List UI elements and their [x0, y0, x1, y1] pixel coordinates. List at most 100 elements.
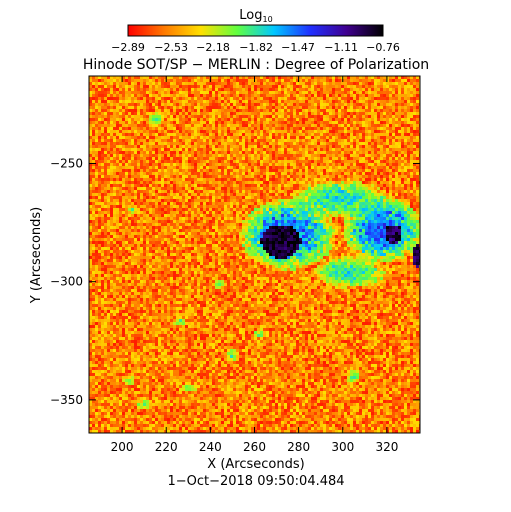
heatmap-cell — [347, 181, 350, 184]
heatmap-cell — [293, 145, 296, 148]
heatmap-cell — [341, 130, 344, 133]
heatmap-cell — [308, 115, 311, 118]
heatmap-cell — [332, 82, 335, 85]
heatmap-cell — [401, 109, 404, 112]
heatmap-cell — [260, 97, 263, 100]
heatmap-cell — [215, 163, 218, 166]
heatmap-cell — [209, 130, 212, 133]
heatmap-cell — [299, 175, 302, 178]
heatmap-cell — [152, 151, 155, 154]
heatmap-cell — [167, 82, 170, 85]
heatmap-cell — [149, 133, 152, 136]
heatmap-cell — [92, 181, 95, 184]
heatmap-cell — [107, 199, 110, 202]
heatmap-cell — [182, 151, 185, 154]
heatmap-cell — [182, 133, 185, 136]
heatmap-cell — [350, 133, 353, 136]
heatmap-cell — [275, 106, 278, 109]
heatmap-cell — [113, 91, 116, 94]
heatmap-cell — [125, 79, 128, 82]
heatmap-cell — [326, 118, 329, 121]
heatmap-cell — [332, 151, 335, 154]
heatmap-cell — [188, 157, 191, 160]
heatmap-cell — [236, 139, 239, 142]
heatmap-cell — [398, 202, 401, 205]
heatmap-cell — [293, 160, 296, 163]
heatmap-cell — [389, 148, 392, 151]
heatmap-cell — [221, 142, 224, 145]
heatmap-cell — [380, 169, 383, 172]
heatmap-cell — [365, 142, 368, 145]
heatmap-cell — [281, 100, 284, 103]
heatmap-cell — [224, 151, 227, 154]
heatmap-cell — [395, 106, 398, 109]
heatmap-cell — [89, 196, 92, 199]
heatmap-cell — [290, 79, 293, 82]
heatmap-cell — [269, 76, 272, 79]
heatmap-cell — [392, 97, 395, 100]
heatmap-cell — [122, 112, 125, 115]
heatmap-cell — [344, 202, 347, 205]
heatmap-cell — [290, 97, 293, 100]
heatmap-cell — [119, 148, 122, 151]
heatmap-cell — [155, 157, 158, 160]
heatmap-cell — [89, 199, 92, 202]
heatmap-cell — [197, 202, 200, 205]
heatmap-cell — [164, 196, 167, 199]
heatmap-cell — [302, 94, 305, 97]
heatmap-cell — [203, 142, 206, 145]
heatmap-cell — [239, 124, 242, 127]
heatmap-cell — [218, 100, 221, 103]
heatmap-cell — [335, 100, 338, 103]
heatmap-cell — [137, 166, 140, 169]
heatmap-cell — [401, 178, 404, 181]
heatmap-cell — [179, 88, 182, 91]
heatmap-cell — [335, 127, 338, 130]
heatmap-cell — [161, 79, 164, 82]
heatmap-cell — [362, 148, 365, 151]
heatmap-cell — [341, 136, 344, 139]
heatmap-cell — [302, 136, 305, 139]
heatmap-cell — [278, 193, 281, 196]
heatmap-cell — [107, 175, 110, 178]
heatmap-cell — [275, 154, 278, 157]
heatmap-cell — [338, 187, 341, 190]
heatmap-cell — [296, 154, 299, 157]
heatmap-cell — [101, 97, 104, 100]
heatmap-cell — [131, 88, 134, 91]
heatmap-cell — [203, 151, 206, 154]
heatmap-cell — [257, 163, 260, 166]
heatmap-cell — [209, 115, 212, 118]
heatmap-cell — [143, 127, 146, 130]
heatmap-cell — [191, 172, 194, 175]
heatmap-cell — [164, 103, 167, 106]
heatmap-cell — [170, 181, 173, 184]
heatmap-cell — [221, 97, 224, 100]
heatmap-cell — [407, 142, 410, 145]
heatmap-cell — [350, 136, 353, 139]
heatmap-cell — [161, 130, 164, 133]
heatmap-cell — [392, 172, 395, 175]
heatmap-cell — [269, 166, 272, 169]
heatmap-cell — [317, 202, 320, 205]
heatmap-cell — [401, 130, 404, 133]
heatmap-cell — [416, 76, 419, 79]
heatmap-cell — [305, 100, 308, 103]
heatmap-cell — [278, 190, 281, 193]
heatmap-cell — [344, 184, 347, 187]
heatmap-cell — [245, 148, 248, 151]
heatmap-cell — [290, 82, 293, 85]
heatmap-cell — [329, 88, 332, 91]
heatmap-cell — [263, 118, 266, 121]
heatmap-cell — [224, 205, 227, 208]
heatmap-cell — [311, 196, 314, 199]
heatmap-cell — [314, 94, 317, 97]
heatmap-cell — [395, 136, 398, 139]
heatmap-cell — [248, 79, 251, 82]
heatmap-cell — [92, 103, 95, 106]
heatmap-cell — [104, 133, 107, 136]
heatmap-cell — [212, 187, 215, 190]
heatmap-cell — [338, 97, 341, 100]
heatmap-cell — [200, 109, 203, 112]
heatmap-cell — [119, 193, 122, 196]
